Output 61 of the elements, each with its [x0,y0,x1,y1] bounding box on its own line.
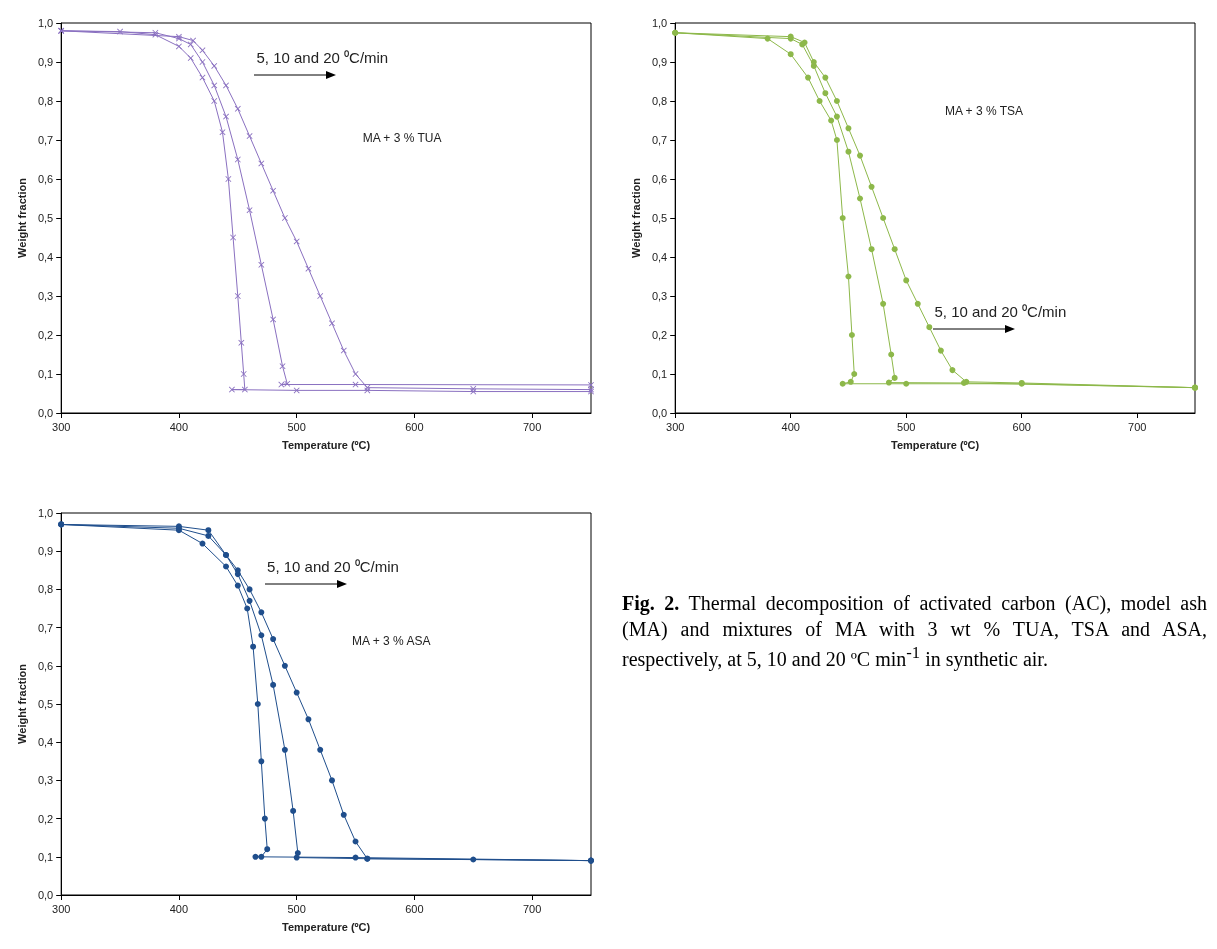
x-tick-label: 400 [169,420,189,433]
y-tick-label: 0,1 [37,850,54,863]
y-tick-label: 0,5 [651,212,668,224]
x-tick-label: 700 [522,902,542,915]
y-tick-label: 0,2 [37,812,54,825]
annotation: 5, 10 and 20 ⁰C/min [934,302,1067,320]
x-tick-label: 500 [287,420,306,433]
y-axis-title: Weight fraction [15,663,28,744]
y-tick-label: 0,7 [37,134,54,146]
caption: Fig. 2. [622,592,680,614]
y-tick-label: 0,6 [37,173,54,185]
y-tick-label: 0,4 [37,736,54,749]
y-tick-label: 0,2 [651,329,668,341]
y-tick-label: 0,6 [651,173,668,185]
y-tick-label: 0,6 [37,659,54,672]
x-tick-label: 300 [52,420,71,433]
y-tick-label: 1,0 [37,507,54,519]
annotation: MA + 3 % TSA [944,103,1024,118]
y-tick-label: 0,1 [651,368,668,380]
x-tick-label: 300 [666,420,685,433]
y-tick-label: 0,0 [37,889,54,901]
y-tick-label: 1,0 [651,17,668,29]
y-tick-label: 0,7 [37,621,54,634]
y-tick-label: 0,9 [651,56,668,68]
y-axis-title: Weight fraction [629,177,642,258]
x-tick-label: 400 [169,902,189,915]
y-tick-label: 1,0 [37,17,54,29]
y-tick-label: 0,5 [37,212,54,224]
y-tick-label: 0,4 [37,251,54,263]
x-axis-title: Temperature (ºC) [891,438,980,451]
y-tick-label: 0,8 [37,95,54,107]
y-tick-label: 0,7 [651,134,668,146]
x-tick-label: 600 [405,902,424,915]
x-tick-label: 700 [1128,420,1147,433]
y-tick-label: 0,1 [37,368,54,380]
y-tick-label: 0,5 [37,698,54,710]
y-tick-label: 0,4 [651,251,668,263]
x-axis-title: Temperature (ºC) [282,920,371,933]
y-tick-label: 0,0 [37,407,54,419]
x-tick-label: 600 [1012,420,1031,433]
y-tick-label: 0,9 [37,56,54,68]
x-tick-label: 600 [405,420,424,433]
y-axis-title: Weight fraction [15,177,28,258]
y-tick-label: 0,3 [37,290,54,302]
y-tick-label: 0,2 [37,329,54,341]
annotation: 5, 10 and 20 ⁰C/min [256,49,389,67]
x-tick-label: 500 [287,902,306,915]
annotation: 5, 10 and 20 ⁰C/min [267,557,399,575]
x-tick-label: 400 [781,420,800,433]
y-tick-label: 0,0 [651,407,668,419]
x-tick-label: 700 [522,420,542,433]
x-tick-label: 300 [52,902,71,915]
y-tick-label: 0,3 [651,290,668,302]
x-axis-title: Temperature (ºC) [282,438,371,451]
x-tick-label: 500 [897,420,916,433]
annotation: MA + 3 % ASA [352,634,431,649]
y-tick-label: 0,8 [37,583,54,596]
y-tick-label: 0,9 [37,545,54,558]
y-tick-label: 0,3 [37,774,54,787]
y-tick-label: 0,8 [651,95,668,107]
annotation: MA + 3 % TUA [362,131,442,146]
